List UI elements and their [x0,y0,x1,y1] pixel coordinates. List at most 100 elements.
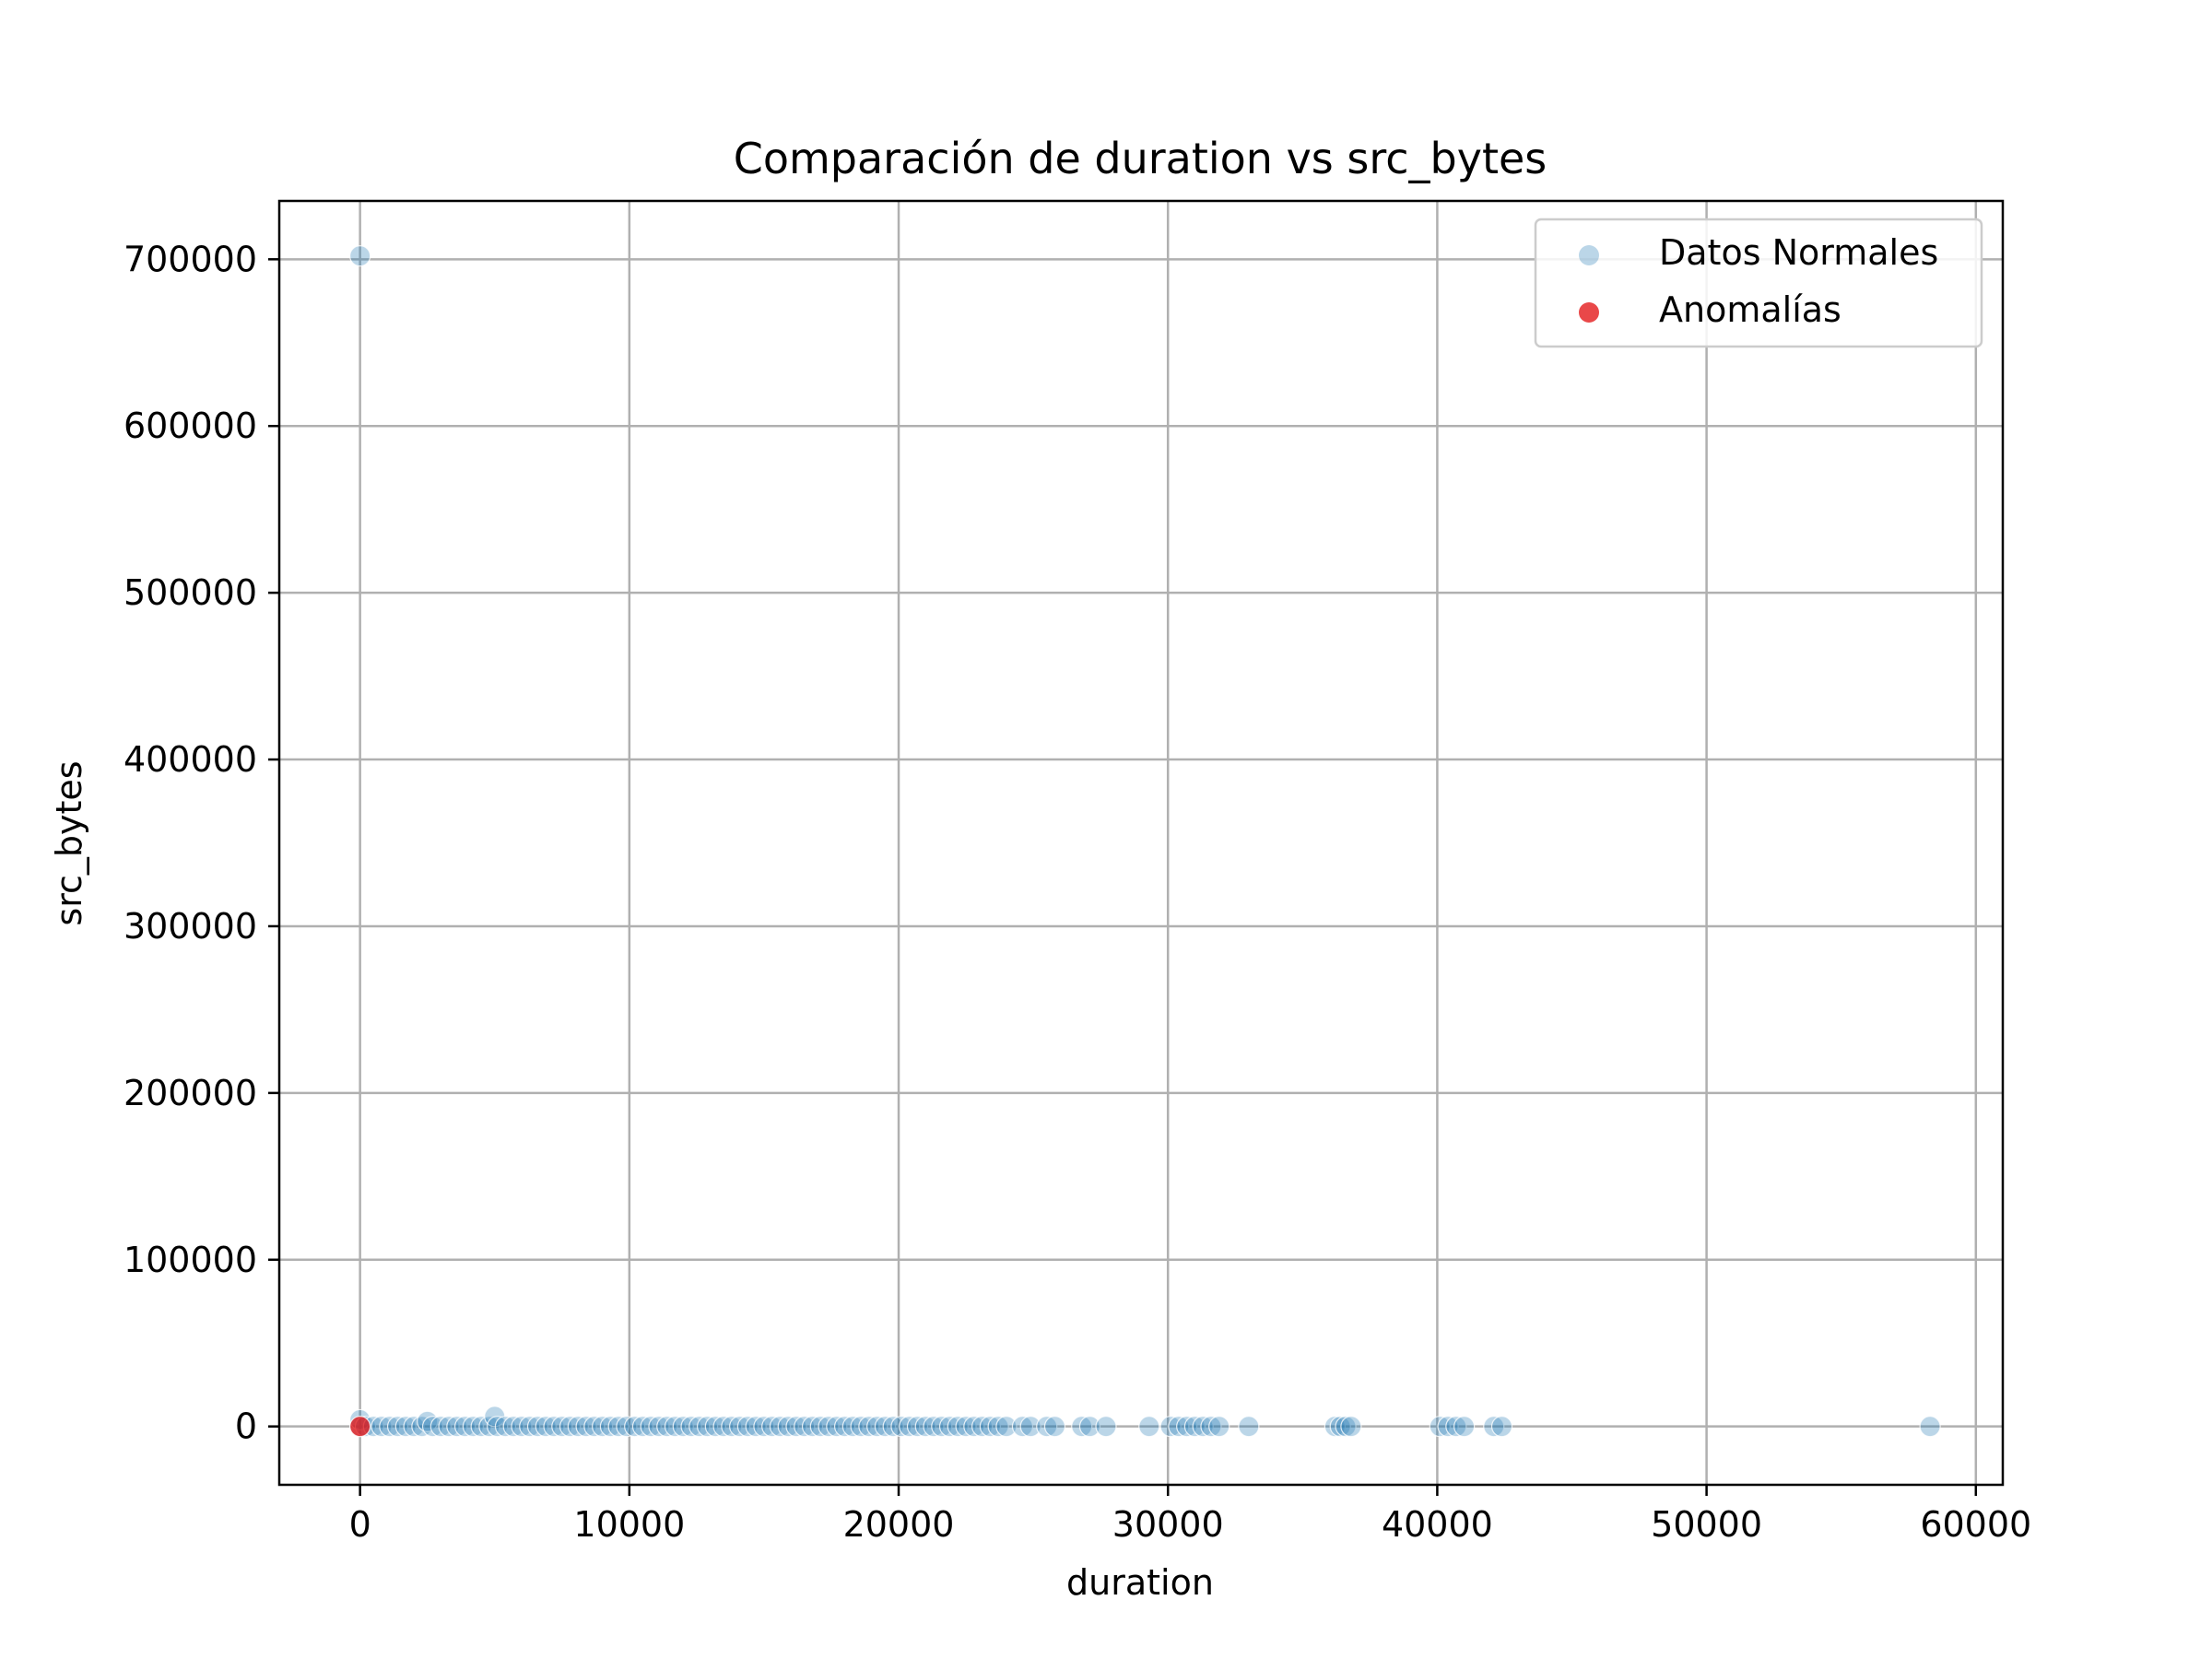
normal-data-point [664,1416,687,1438]
normal-data-point [874,1416,897,1438]
normal-data-point [502,1416,524,1438]
normal-data-point [753,1416,775,1438]
grid [279,201,2003,1485]
normal-data-point [801,1416,824,1438]
legend-label-datos-normales: Datos Normales [1659,232,1938,273]
normal-data-point [777,1416,799,1438]
normal-data-point [1324,1416,1346,1438]
normal-data-point [955,1416,977,1438]
normal-data-point [599,1416,621,1438]
legend-marker-datos-normales [1579,245,1599,265]
normal-data-point [1490,1416,1513,1438]
normal-data-point [736,1416,759,1438]
normal-data-point [794,1416,816,1438]
x-tick-label: 40000 [1382,1504,1493,1545]
normal-data-point [1483,1416,1505,1438]
normal-data-point [866,1416,888,1438]
x-tick-label: 60000 [1920,1504,2031,1545]
normal-data-point [1176,1416,1198,1438]
normal-data-point [890,1416,912,1438]
normal-data-point [987,1416,1009,1438]
normal-data-point [745,1416,767,1438]
normal-data-point [906,1416,929,1438]
normal-data-point [454,1416,477,1438]
normal-data-point [1208,1416,1230,1438]
normal-data-point [624,1416,646,1438]
y-tick-label: 700000 [124,239,257,279]
normal-data-point [785,1416,807,1438]
normal-data-point [551,1416,573,1438]
normal-data-point [979,1416,1001,1438]
normal-data-point [656,1416,678,1438]
normal-data-point [640,1416,662,1438]
normal-data-point [882,1416,904,1438]
normal-data-point [672,1416,694,1438]
normal-data-point [995,1416,1018,1438]
normal-data-point [688,1416,711,1438]
normal-data-point [1078,1416,1101,1438]
normal-data-point [1437,1416,1459,1438]
normal-data-point [761,1416,783,1438]
normal-data-point [680,1416,702,1438]
y-tick-label: 100000 [124,1240,257,1280]
normal-data-point [1238,1416,1260,1438]
data-points [349,245,1941,1438]
normal-data-point [526,1416,549,1438]
normal-data-point [809,1416,831,1438]
x-tick-label: 10000 [573,1504,685,1545]
normal-data-point [1919,1416,1941,1438]
normal-data-point [1453,1416,1476,1438]
normal-data-point [858,1416,880,1438]
normal-data-point [371,1416,393,1438]
normal-data-point [1011,1416,1034,1438]
normal-data-point [1192,1416,1214,1438]
normal-data-point [592,1416,614,1438]
normal-data-point [721,1416,743,1438]
chart-title: Comparación de duration vs src_bytes [734,134,1547,183]
normal-data-point [963,1416,985,1438]
normal-data-point [704,1416,726,1438]
normal-data-point [487,1416,509,1438]
normal-data-point [519,1416,541,1438]
y-tick-label: 400000 [124,739,257,780]
x-axis-label: duration [1066,1562,1214,1603]
normal-data-point [833,1416,856,1438]
normal-data-point [1095,1416,1117,1438]
normal-data-point [1168,1416,1190,1438]
normal-data-point [1340,1416,1362,1438]
normal-data-point [429,1416,452,1438]
normal-data-point [931,1416,953,1438]
normal-data-point [914,1416,936,1438]
normal-data-point [1159,1416,1182,1438]
normal-data-point [394,1416,417,1438]
normal-data-point [1329,1416,1351,1438]
normal-data-point [616,1416,638,1438]
normal-data-point [438,1416,460,1438]
normal-data-point [403,1416,425,1438]
normal-data-point [567,1416,589,1438]
legend-marker-anomalias [1579,302,1599,323]
normal-data-point [1071,1416,1093,1438]
normal-data-point [494,1416,517,1438]
y-tick-label: 500000 [124,572,257,613]
normal-data-point [841,1416,864,1438]
normal-data-point [696,1416,719,1438]
normal-data-point [446,1416,468,1438]
anomaly-data-point [349,1416,371,1438]
y-tick-label: 300000 [124,906,257,947]
x-tick-label: 50000 [1651,1504,1762,1545]
x-tick-label: 30000 [1112,1504,1224,1545]
y-tick-label: 0 [235,1406,257,1447]
normal-data-point [1445,1416,1467,1438]
normal-data-point [1183,1416,1206,1438]
ticks: 0 10000 20000 30000 40000 50000 60000010000020… [124,239,2031,1545]
normal-data-point [511,1416,533,1438]
y-tick-label: 200000 [124,1073,257,1113]
normal-data-point [583,1416,606,1438]
normal-data-point [379,1416,401,1438]
legend: Datos Normales Anomalías [1534,218,1983,348]
normal-data-point [1429,1416,1451,1438]
normal-data-point [923,1416,945,1438]
normal-data-point [947,1416,969,1438]
x-tick-label: 20000 [843,1504,955,1545]
